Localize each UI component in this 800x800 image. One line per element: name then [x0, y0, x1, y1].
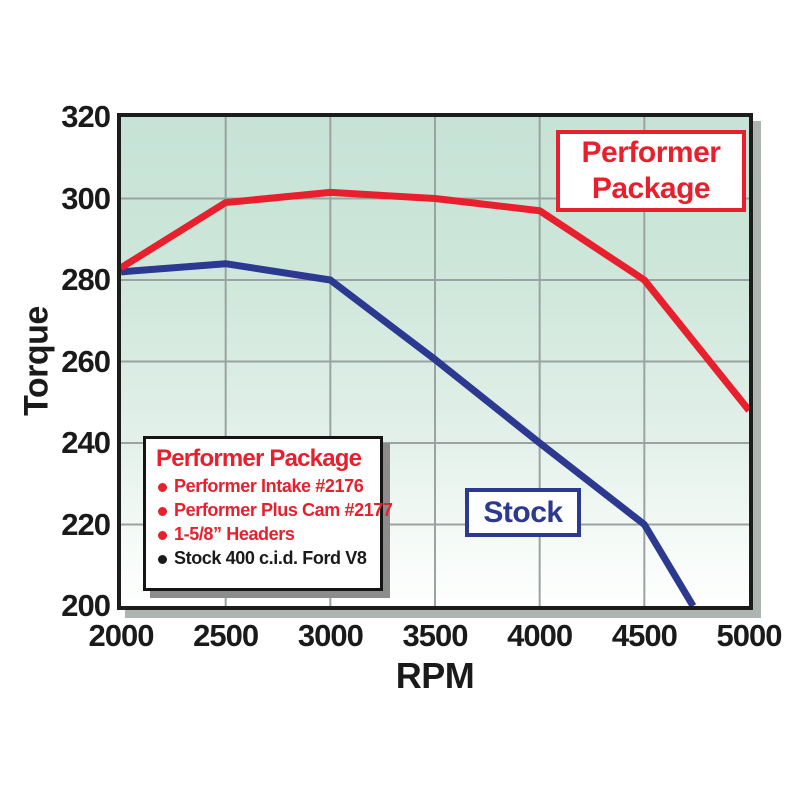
- bullet-icon: [158, 506, 167, 516]
- legend-item-text: Performer Intake #2176: [174, 476, 364, 496]
- series-line-stock: [121, 260, 697, 606]
- performer-callout-line2: Package: [591, 172, 711, 205]
- legend-item: Performer Intake #2176: [156, 476, 372, 497]
- legend-box: Performer Package Performer Intake #2176…: [143, 436, 393, 591]
- legend-title: Performer Package: [156, 445, 362, 472]
- stock-callout: Stock: [465, 488, 581, 537]
- x-tick-label: 2500: [193, 618, 259, 653]
- legend-item: Stock 400 c.i.d. Ford V8: [156, 548, 372, 569]
- legend-items: Performer Intake #2176 Performer Plus Cam…: [156, 476, 393, 569]
- x-tick-label: 5000: [716, 618, 783, 653]
- bullet-icon: [158, 554, 167, 564]
- legend-item-text: Stock 400 c.i.d. Ford V8: [174, 548, 367, 568]
- stock-callout-label: Stock: [483, 495, 563, 529]
- x-tick-label: 4000: [507, 618, 573, 653]
- bullet-icon: [158, 482, 167, 492]
- y-tick-label: 220: [61, 506, 111, 542]
- y-tick-label: 280: [61, 262, 111, 297]
- legend-item-text: Performer Plus Cam #2177: [174, 500, 393, 520]
- performer-package-callout: Performer Package: [556, 130, 746, 212]
- performer-callout-line1: Performer: [581, 136, 721, 169]
- chart-lines: [121, 117, 749, 606]
- x-tick-label: 3000: [297, 618, 364, 653]
- bullet-icon: [158, 530, 167, 540]
- x-axis-title: RPM: [395, 655, 475, 696]
- series-lines: [121, 188, 749, 606]
- x-tick-label: 3500: [402, 618, 469, 653]
- legend-item: 1-5/8” Headers: [156, 524, 372, 545]
- y-tick-label: 320: [61, 99, 111, 134]
- y-tick-label: 300: [61, 180, 111, 216]
- legend-item-text: 1-5/8” Headers: [174, 524, 295, 544]
- x-tick-label: 4500: [611, 618, 678, 653]
- y-tick-label: 260: [61, 343, 111, 379]
- legend-item: Performer Plus Cam #2177: [156, 500, 393, 521]
- plot-area: Performer Package Stock Performer Packag…: [117, 113, 753, 610]
- y-tick-label: 200: [61, 588, 111, 623]
- x-tick-label: 2000: [88, 618, 155, 653]
- series-line-performer-package: [121, 188, 749, 413]
- y-tick-label: 240: [61, 425, 111, 460]
